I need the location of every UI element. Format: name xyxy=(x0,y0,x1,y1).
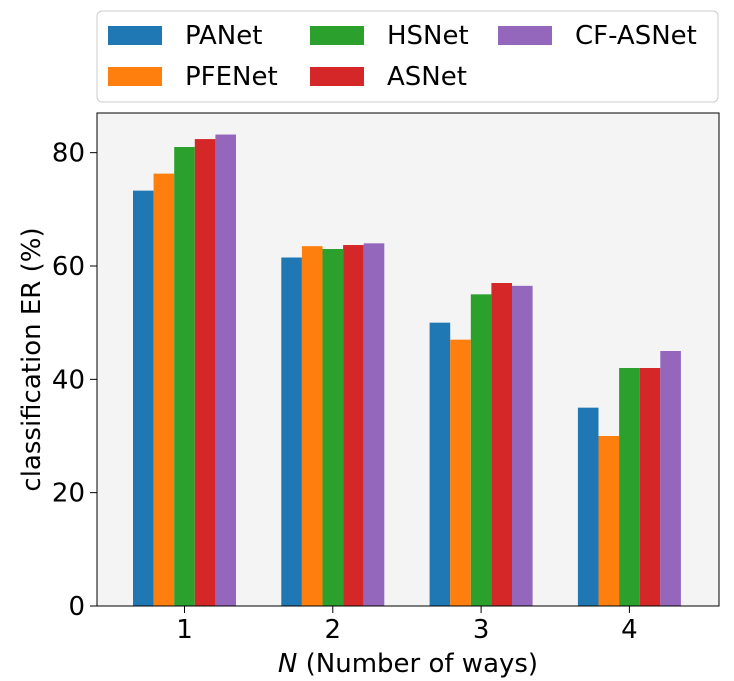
bar-panet-4 xyxy=(577,407,599,606)
bar-hsnet-3 xyxy=(470,294,492,606)
x-axis-label: N (Number of ways) xyxy=(278,649,538,679)
x-axis-label-rest: (Number of ways) xyxy=(297,649,538,679)
bars xyxy=(133,134,681,607)
legend-swatch-hsnet xyxy=(310,26,364,45)
bar-asnet-3 xyxy=(491,283,512,606)
bar-cf-asnet-4 xyxy=(660,351,681,606)
legend-label-asnet: ASNet xyxy=(387,62,467,92)
bar-cf-asnet-3 xyxy=(512,285,533,606)
legend: PANet PFENet HSNet ASNet CF-ASNet xyxy=(96,10,719,103)
legend-label-panet: PANet xyxy=(185,21,262,51)
bar-asnet-1 xyxy=(194,139,216,606)
bar-cf-asnet-1 xyxy=(215,134,236,606)
y-axis-ticks: 0 20 40 60 80 xyxy=(52,139,97,622)
legend-swatch-cf-asnet xyxy=(498,26,552,45)
y-tick-label: 80 xyxy=(52,139,85,169)
legend-swatch-panet xyxy=(108,26,162,45)
x-tick-label: 4 xyxy=(621,615,638,645)
bar-cf-asnet-2 xyxy=(363,243,385,606)
bar-pfenet-4 xyxy=(598,436,620,606)
x-axis-label-var: N xyxy=(278,649,297,679)
bar-pfenet-3 xyxy=(450,339,471,606)
plot-frame xyxy=(96,112,720,607)
bar-hsnet-2 xyxy=(322,249,344,606)
x-axis-ticks: 1 2 3 4 xyxy=(176,606,638,645)
bar-hsnet-1 xyxy=(174,147,195,606)
bar-panet-1 xyxy=(133,190,154,606)
y-tick-label: 20 xyxy=(52,479,85,509)
bar-pfenet-2 xyxy=(301,246,323,607)
y-tick-label: 60 xyxy=(52,252,85,282)
legend-label-hsnet: HSNet xyxy=(387,21,469,51)
bar-pfenet-1 xyxy=(153,173,175,606)
y-axis-label: classification ER (%) xyxy=(17,227,47,491)
legend-label-pfenet: PFENet xyxy=(185,62,278,92)
bar-hsnet-4 xyxy=(619,368,640,606)
bar-panet-3 xyxy=(429,322,451,606)
bar-asnet-2 xyxy=(343,245,364,606)
y-tick-label: 40 xyxy=(52,365,85,395)
legend-swatch-asnet xyxy=(310,67,364,86)
legend-swatch-pfenet xyxy=(108,67,162,86)
y-tick-label: 0 xyxy=(68,592,85,622)
legend-label-cf-asnet: CF-ASNet xyxy=(575,21,697,51)
bar-panet-2 xyxy=(281,257,302,606)
legend-box xyxy=(96,10,719,103)
x-tick-label: 1 xyxy=(176,615,193,645)
x-tick-label: 2 xyxy=(325,615,342,645)
bar-asnet-4 xyxy=(639,368,661,606)
x-tick-label: 3 xyxy=(473,615,490,645)
